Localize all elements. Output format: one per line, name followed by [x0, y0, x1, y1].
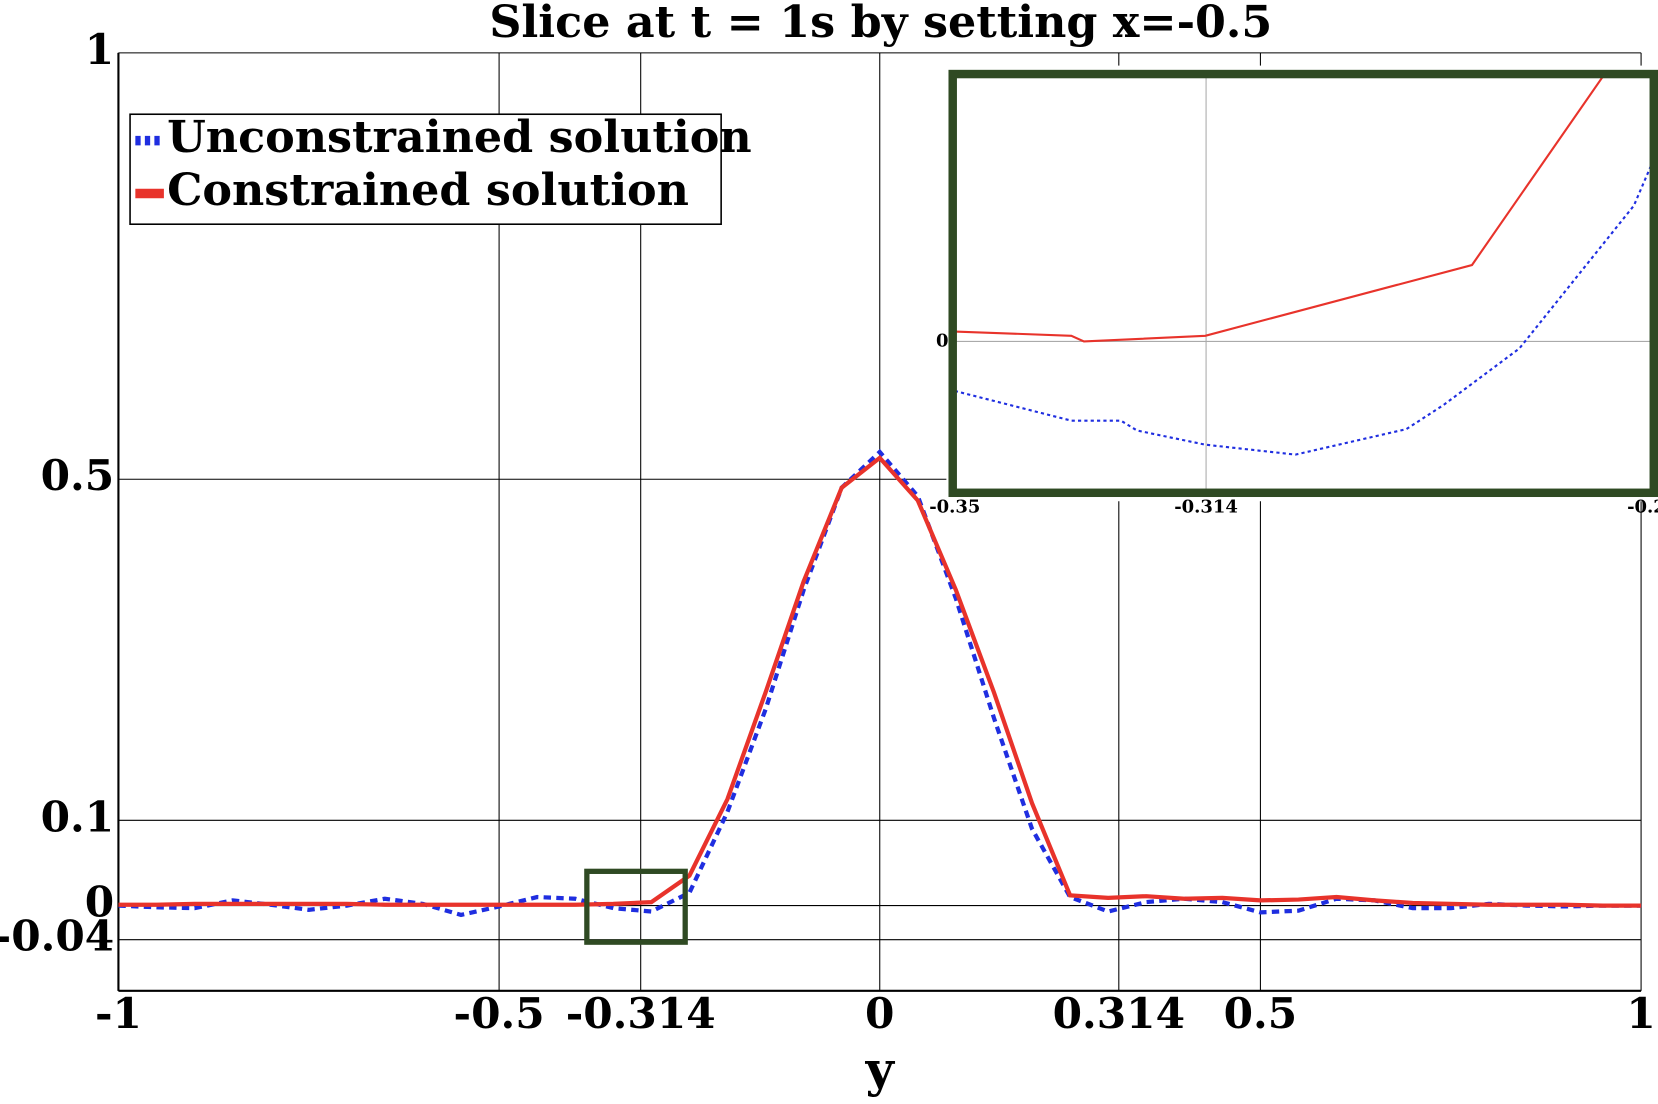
y-tick-label: 0 — [85, 877, 114, 927]
y-tick-label: -0.04 — [0, 911, 114, 961]
legend-box — [129, 113, 722, 225]
x-tick-label: 0 — [865, 988, 894, 1038]
chart-title: Slice at t = 1s by setting x=-0.5 — [489, 0, 1272, 48]
x-tick-label: 0.5 — [1224, 988, 1298, 1038]
series-line — [954, 74, 1606, 343]
x-axis-label: y — [865, 1041, 896, 1098]
zoom-box — [584, 868, 688, 945]
y-tick-label: 1 — [85, 24, 114, 74]
x-tick-label: -0.35 — [929, 497, 980, 518]
y-tick-label: 0 — [936, 330, 949, 351]
x-tick-label: 1 — [1626, 988, 1655, 1038]
y-tick-label: 0.1 — [41, 791, 115, 841]
x-tick-label: -0.314 — [566, 988, 716, 1038]
series-line — [118, 455, 1642, 908]
x-tick-label: -0.25 — [1627, 497, 1658, 518]
inset-background — [946, 65, 1658, 502]
legend-label: Unconstrained solution — [167, 111, 752, 163]
x-tick-label: -0.314 — [1174, 497, 1238, 518]
inset-frame — [948, 69, 1658, 498]
series-line — [954, 161, 1653, 456]
y-tick-label: 0.5 — [41, 450, 115, 500]
x-tick-label: -1 — [95, 988, 142, 1038]
x-tick-label: 0.314 — [1053, 988, 1185, 1038]
inset-plot: -0.35 -0.314 -0.25 0 — [929, 65, 1658, 518]
legend-label: Constrained solution — [167, 164, 689, 216]
main-plot: -1 -0.5 -0.314 0 0.314 0.5 1-0.0400.10.51Uncon… — [0, 24, 1656, 1038]
x-tick-label: -0.5 — [454, 988, 545, 1038]
